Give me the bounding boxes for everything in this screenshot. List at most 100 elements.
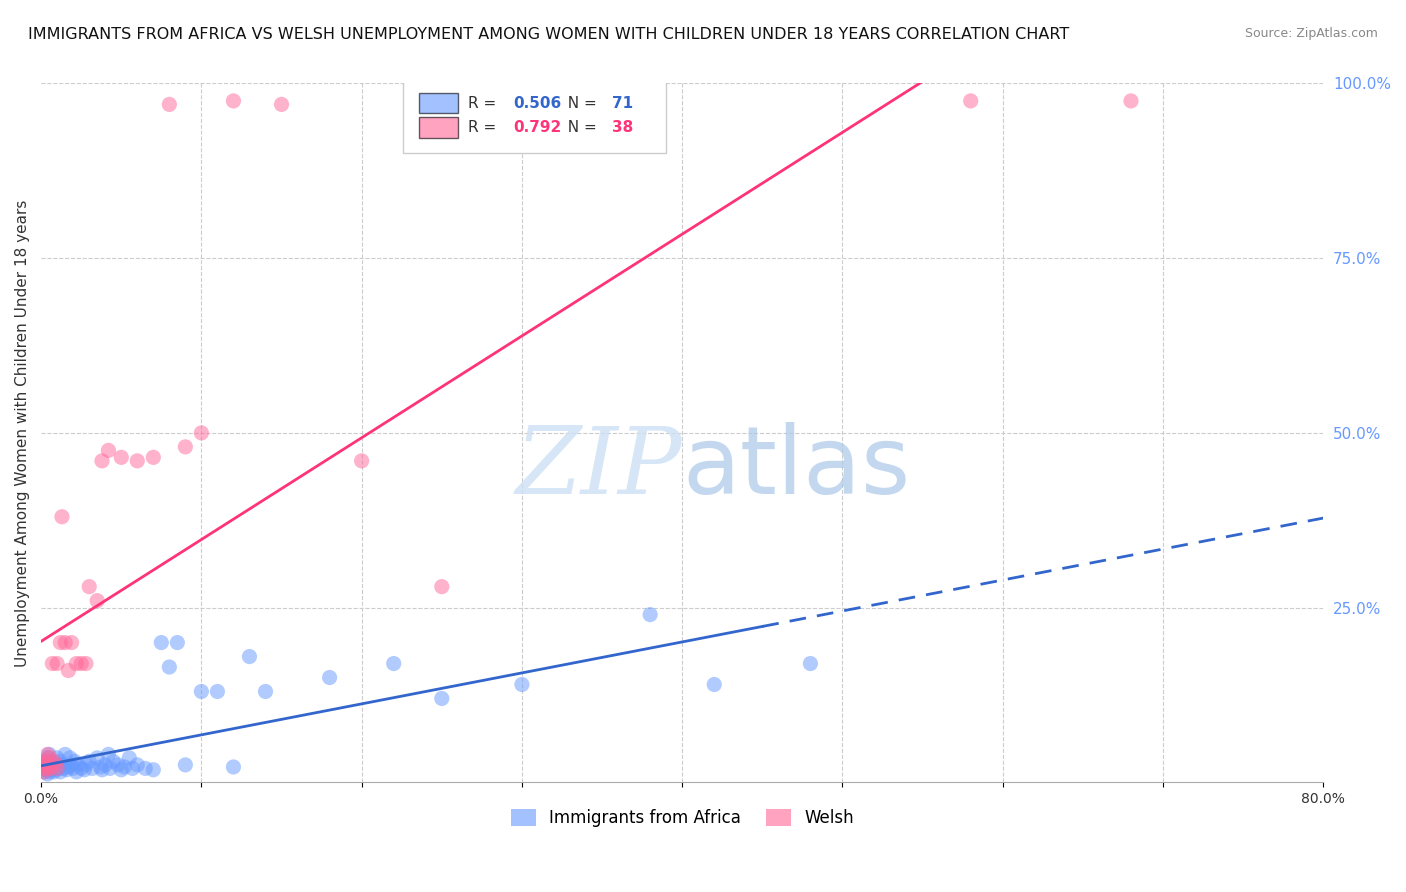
Point bbox=[114, 760, 136, 774]
Point bbox=[62, 761, 84, 775]
Point bbox=[35, 755, 58, 769]
Point bbox=[35, 760, 58, 774]
Point bbox=[127, 454, 149, 468]
Point bbox=[94, 757, 117, 772]
Point bbox=[34, 761, 56, 775]
Point bbox=[37, 767, 59, 781]
Point bbox=[39, 757, 62, 772]
Point bbox=[82, 761, 104, 775]
Point bbox=[53, 747, 76, 762]
Point bbox=[70, 657, 93, 671]
Point bbox=[49, 755, 72, 769]
Point bbox=[60, 757, 83, 772]
Point bbox=[49, 635, 72, 649]
Point bbox=[37, 747, 59, 762]
Point bbox=[238, 649, 260, 664]
Point bbox=[254, 684, 277, 698]
Point bbox=[110, 450, 132, 465]
Point bbox=[134, 761, 156, 775]
Point bbox=[382, 657, 405, 671]
Text: atlas: atlas bbox=[682, 422, 911, 514]
Point bbox=[34, 764, 56, 779]
Point bbox=[91, 454, 114, 468]
Point bbox=[73, 763, 96, 777]
Point bbox=[39, 761, 62, 775]
Point bbox=[37, 751, 59, 765]
Point bbox=[42, 755, 65, 769]
Point bbox=[430, 580, 453, 594]
Point bbox=[222, 94, 245, 108]
Point bbox=[86, 593, 108, 607]
Point bbox=[65, 657, 87, 671]
Point bbox=[127, 757, 149, 772]
Point bbox=[35, 763, 58, 777]
Point bbox=[51, 509, 73, 524]
Point bbox=[510, 677, 533, 691]
Point bbox=[44, 757, 66, 772]
Point bbox=[42, 760, 65, 774]
Point bbox=[38, 761, 60, 775]
Point bbox=[207, 684, 229, 698]
Text: 0.506: 0.506 bbox=[513, 95, 561, 111]
Point bbox=[49, 764, 72, 779]
FancyBboxPatch shape bbox=[419, 93, 458, 113]
Text: 0.792: 0.792 bbox=[513, 120, 561, 135]
Point bbox=[70, 761, 93, 775]
Point bbox=[41, 755, 63, 769]
Y-axis label: Unemployment Among Women with Children Under 18 years: Unemployment Among Women with Children U… bbox=[15, 199, 30, 666]
Point bbox=[703, 677, 725, 691]
Point bbox=[110, 763, 132, 777]
FancyBboxPatch shape bbox=[402, 73, 665, 153]
Point bbox=[97, 443, 120, 458]
Text: R =: R = bbox=[468, 120, 501, 135]
Point bbox=[89, 760, 111, 774]
Point bbox=[91, 763, 114, 777]
Text: IMMIGRANTS FROM AFRICA VS WELSH UNEMPLOYMENT AMONG WOMEN WITH CHILDREN UNDER 18 : IMMIGRANTS FROM AFRICA VS WELSH UNEMPLOY… bbox=[28, 27, 1070, 42]
Text: N =: N = bbox=[558, 95, 602, 111]
Point bbox=[46, 751, 69, 765]
Point bbox=[638, 607, 661, 622]
Point bbox=[350, 454, 373, 468]
Point bbox=[52, 761, 75, 775]
Point bbox=[58, 760, 80, 774]
Point bbox=[60, 635, 83, 649]
Point bbox=[46, 657, 69, 671]
Point bbox=[75, 657, 97, 671]
Point bbox=[142, 763, 165, 777]
Text: 38: 38 bbox=[612, 120, 633, 135]
Point bbox=[51, 757, 73, 772]
Point bbox=[48, 761, 70, 775]
Point bbox=[157, 660, 180, 674]
Point bbox=[55, 763, 77, 777]
Point bbox=[190, 425, 212, 440]
Point bbox=[39, 763, 62, 777]
Point bbox=[222, 760, 245, 774]
Point bbox=[63, 755, 86, 769]
Point bbox=[1119, 94, 1142, 108]
Text: R =: R = bbox=[468, 95, 501, 111]
Point bbox=[75, 757, 97, 772]
Point bbox=[53, 635, 76, 649]
Point bbox=[157, 97, 180, 112]
Point bbox=[142, 450, 165, 465]
Text: Source: ZipAtlas.com: Source: ZipAtlas.com bbox=[1244, 27, 1378, 40]
Point bbox=[86, 751, 108, 765]
Point bbox=[318, 671, 340, 685]
Point bbox=[66, 757, 89, 772]
Point bbox=[59, 751, 82, 765]
Point bbox=[44, 763, 66, 777]
Point bbox=[46, 757, 69, 772]
Text: ZIP: ZIP bbox=[516, 423, 682, 513]
Point bbox=[58, 664, 80, 678]
Point bbox=[41, 657, 63, 671]
Point bbox=[37, 757, 59, 772]
Point bbox=[103, 755, 125, 769]
Point bbox=[121, 761, 143, 775]
FancyBboxPatch shape bbox=[419, 117, 458, 138]
Point bbox=[190, 684, 212, 698]
Point bbox=[150, 635, 173, 649]
Text: 71: 71 bbox=[612, 95, 633, 111]
Point bbox=[42, 764, 65, 779]
Point bbox=[35, 757, 58, 772]
Point bbox=[77, 580, 100, 594]
